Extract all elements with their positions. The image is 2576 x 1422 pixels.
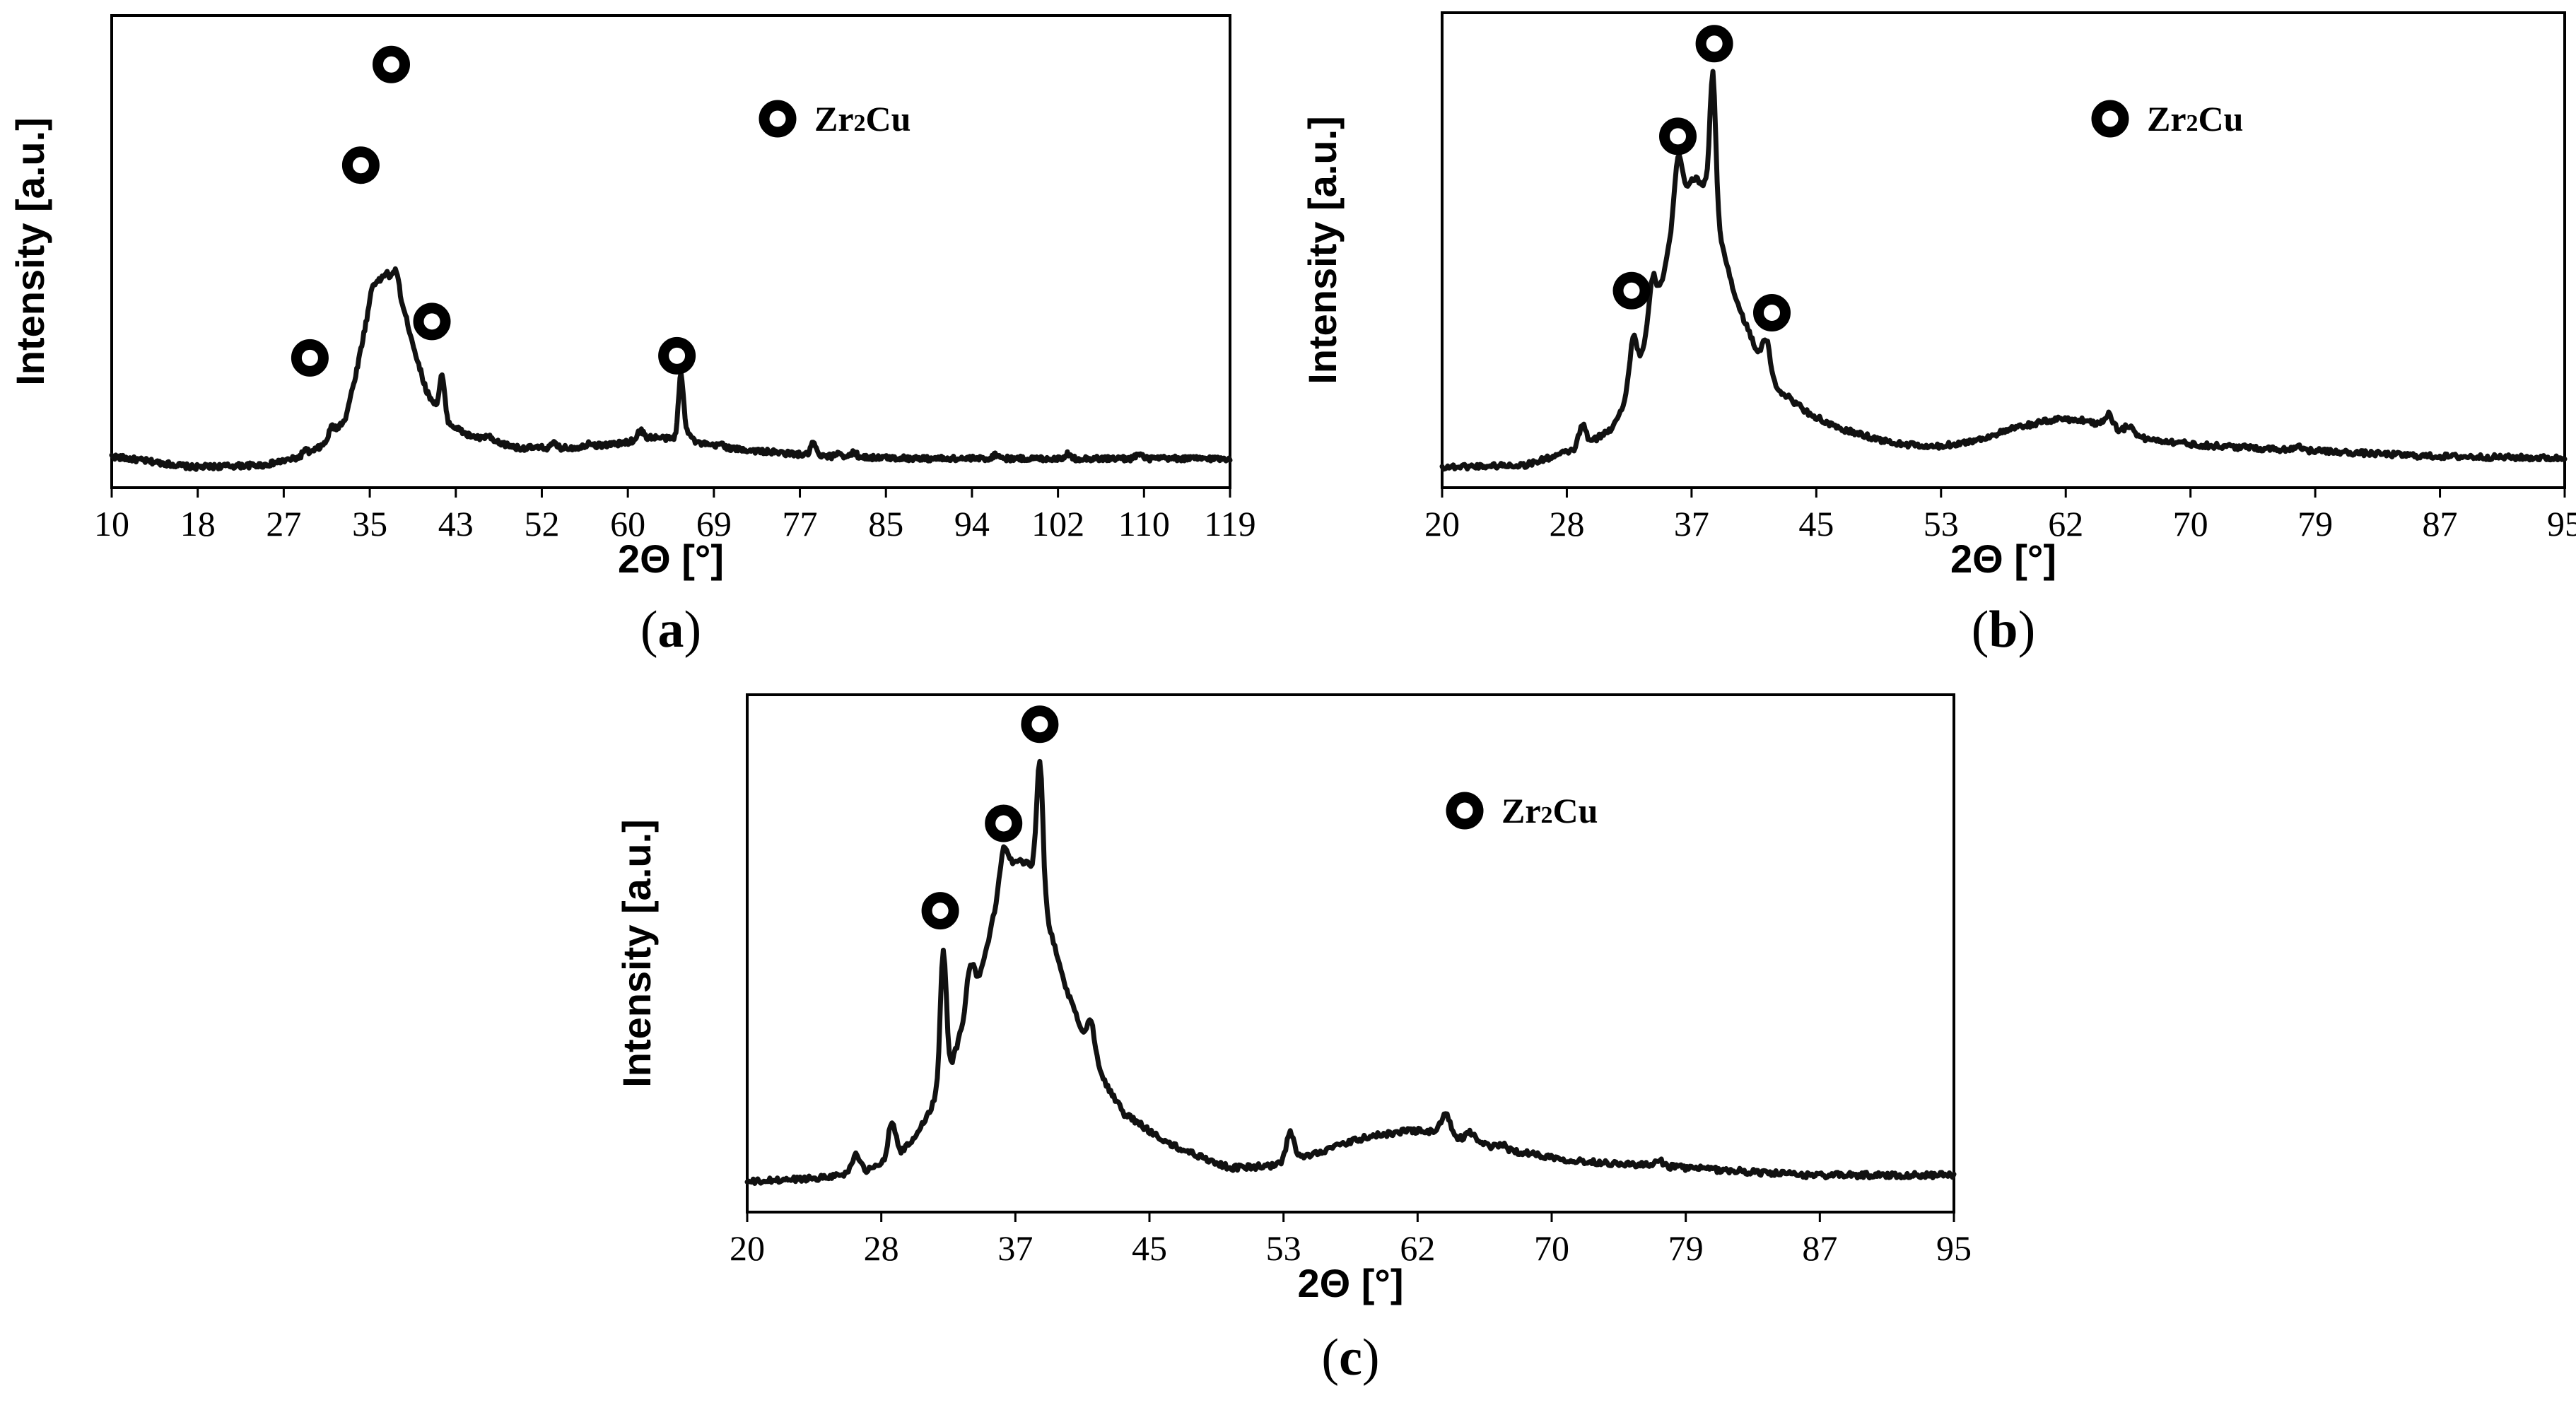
x-tick-label: 60 — [610, 504, 645, 543]
xrd-series-line — [1439, 69, 2568, 472]
x-tick-label: 70 — [2173, 504, 2208, 543]
x-tick-label: 28 — [1549, 504, 1584, 543]
panel-b: 20 28 37 45 53 62 70 79 87 95 2Θ [°] Intensity [a.u… — [1300, 11, 2576, 659]
y-axis-title: Intensity [a.u.] — [1300, 116, 1345, 384]
zr2cu-peak-marker-icon — [373, 45, 410, 83]
x-tick-label: 95 — [2547, 504, 2576, 543]
x-tick-label: 119 — [1204, 504, 1255, 543]
y-axis-title: Intensity [a.u.] — [614, 819, 659, 1088]
x-tick-label: 79 — [1668, 1228, 1704, 1268]
zr2cu-peak-marker-icon — [1021, 705, 1059, 744]
x-tick-label: 95 — [1936, 1228, 1972, 1268]
x-tick-label: 35 — [352, 504, 387, 543]
legend-circle-icon — [759, 100, 797, 138]
x-axis-title: 2Θ [°] — [1950, 536, 2056, 581]
legend: Zr2Cu — [759, 99, 911, 139]
x-tick-label: 45 — [1798, 504, 1834, 543]
x-tick-label: 18 — [180, 504, 216, 543]
legend: Zr2Cu — [1446, 791, 1598, 830]
x-tick-label: 53 — [1266, 1228, 1301, 1268]
zr2cu-peak-marker-icon — [341, 146, 380, 184]
legend-label: Zr2Cu — [1501, 791, 1598, 830]
x-axis-title: 2Θ [°] — [1298, 1261, 1404, 1305]
x-tick-label: 85 — [868, 504, 903, 543]
xrd-series-line — [744, 758, 1957, 1186]
zr2cu-peak-marker-icon — [413, 302, 451, 341]
panel-a: 10 18 27 35 43 52 60 69 77 85 94 102 110 119 2Θ [°] Int… — [8, 14, 1256, 659]
x-tick-label: 45 — [1132, 1228, 1167, 1268]
x-tick-label: 62 — [1400, 1228, 1435, 1268]
x-tick-label: 110 — [1118, 504, 1170, 543]
zr2cu-peak-marker-icon — [985, 804, 1023, 842]
zr2cu-peak-marker-icon — [921, 892, 959, 930]
x-axis-title: 2Θ [°] — [618, 536, 724, 581]
panel-c: 20 28 37 45 53 62 70 79 87 95 2Θ [°] Intensity [a.u… — [614, 693, 1972, 1387]
panel-label: (c) — [1321, 1329, 1379, 1387]
zr2cu-peak-marker-icon — [1753, 294, 1791, 331]
zr2cu-peak-marker-icon — [658, 336, 696, 375]
x-tick-label: 94 — [954, 504, 990, 543]
x-tick-label: 43 — [438, 504, 474, 543]
x-tick-label: 37 — [997, 1228, 1033, 1268]
x-tick-label: 62 — [2048, 504, 2083, 543]
legend: Zr2Cu — [2091, 99, 2243, 139]
x-tick-label: 52 — [524, 504, 559, 543]
panel-label: (a) — [640, 601, 701, 659]
zr2cu-peak-marker-icon — [1695, 25, 1733, 63]
x-tick-label: 77 — [783, 504, 818, 543]
zr2cu-peak-marker-icon — [1659, 117, 1697, 155]
plot-frame — [746, 693, 1955, 1214]
xrd-series-line — [109, 266, 1233, 472]
x-tick-label: 69 — [696, 504, 732, 543]
zr2cu-peak-marker-icon — [1612, 271, 1651, 310]
x-tick-label: 70 — [1534, 1228, 1569, 1268]
legend-circle-icon — [2091, 100, 2129, 138]
x-tick-label: 87 — [1802, 1228, 1837, 1268]
legend-label: Zr2Cu — [814, 99, 911, 139]
x-tick-label: 28 — [864, 1228, 899, 1268]
x-tick-label: 20 — [1424, 504, 1460, 543]
legend-circle-icon — [1446, 792, 1484, 830]
zr2cu-peak-marker-icon — [291, 339, 329, 377]
x-tick-label: 10 — [94, 504, 129, 543]
x-tick-label: 87 — [2423, 504, 2458, 543]
x-tick-label: 20 — [730, 1228, 765, 1268]
x-tick-label: 102 — [1031, 504, 1084, 543]
x-tick-label: 53 — [1924, 504, 1959, 543]
x-tick-label: 79 — [2297, 504, 2333, 543]
panel-label: (b) — [1972, 601, 2035, 659]
x-tick-label: 37 — [1674, 504, 1709, 543]
legend-label: Zr2Cu — [2147, 99, 2243, 139]
x-tick-label: 27 — [266, 504, 301, 543]
plot-frame — [1441, 11, 2566, 489]
y-axis-title: Intensity [a.u.] — [8, 117, 52, 386]
plot-frame — [110, 14, 1231, 489]
